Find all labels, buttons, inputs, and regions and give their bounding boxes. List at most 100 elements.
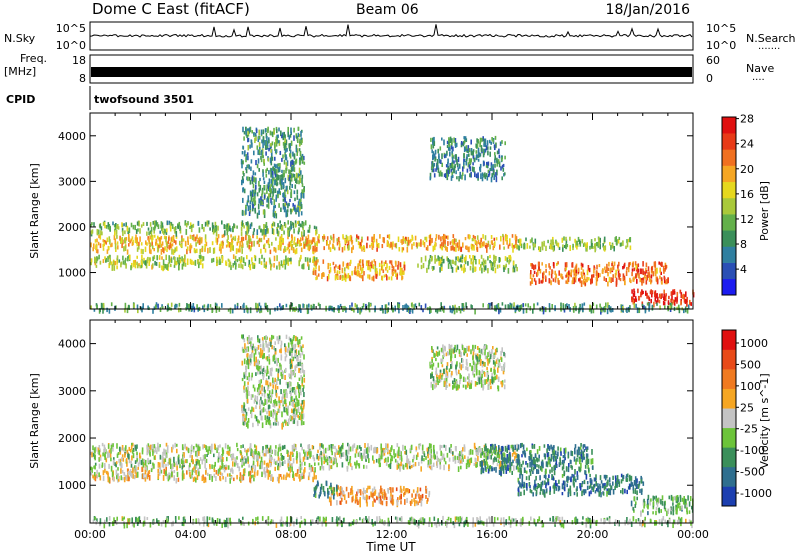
power-cell [230, 265, 232, 271]
power-cell [204, 238, 207, 243]
power-cell [277, 167, 280, 173]
power-cell [265, 261, 268, 266]
power-cell [255, 302, 257, 309]
power-cell [644, 307, 647, 314]
power-cell [450, 245, 452, 251]
power-cell [395, 273, 397, 278]
power-cell [260, 155, 262, 160]
power-cell [378, 262, 381, 268]
power-colorbar-swatch [722, 117, 736, 134]
power-cell [185, 228, 188, 235]
power-cell [170, 237, 173, 242]
velocity-cell [266, 466, 268, 470]
power-cell [276, 255, 278, 262]
velocity-cell [501, 445, 504, 452]
power-cell [283, 230, 285, 235]
velocity-cell [391, 455, 393, 462]
power-cell [223, 224, 226, 230]
power-cell [470, 158, 472, 163]
power-cell [307, 245, 309, 251]
power-colorbar-swatch [722, 181, 736, 199]
velocity-cell [130, 445, 133, 450]
power-cell [651, 293, 653, 298]
power-cell [313, 267, 315, 271]
power-cell [332, 261, 335, 266]
power-cell [659, 293, 661, 299]
velocity-cell [232, 469, 234, 474]
power-cell [561, 273, 563, 280]
velocity-cell [242, 475, 245, 481]
power-cell [232, 262, 235, 266]
power-cell [438, 234, 440, 240]
velocity-cell [349, 463, 352, 467]
velocity-cell [463, 444, 466, 449]
velocity-cell [313, 493, 315, 497]
power-cell [152, 263, 154, 267]
velocity-cell [207, 449, 209, 455]
power-cell [477, 239, 480, 245]
power-cell [148, 306, 150, 311]
power-cell [643, 274, 646, 279]
power-cell [637, 268, 640, 273]
velocity-cell [165, 454, 167, 459]
velocity-cell [522, 444, 525, 450]
power-cell [579, 303, 581, 308]
power-cell [657, 296, 659, 303]
power-cell [139, 228, 141, 234]
power-cell [482, 153, 485, 158]
velocity-cell [312, 455, 315, 460]
power-cell [503, 246, 505, 250]
power-cell [450, 175, 453, 181]
velocity-cell [366, 448, 369, 454]
velocity-cell [360, 447, 362, 451]
power-cell [104, 225, 106, 229]
power-cell [271, 188, 273, 194]
power-cell [280, 224, 282, 229]
power-cell [285, 259, 287, 265]
power-cell [153, 255, 156, 260]
power-cell [459, 308, 462, 314]
power-cell [182, 258, 184, 263]
power-cell [439, 170, 442, 177]
power-cell [377, 243, 380, 249]
power-cell [689, 299, 691, 306]
velocity-cell [309, 454, 311, 458]
velocity-cell [291, 444, 294, 450]
power-cell [575, 273, 577, 280]
power-cell [299, 241, 301, 246]
velocity-cell [146, 473, 149, 480]
velocity-cell [93, 465, 95, 469]
power-cell [306, 304, 308, 310]
power-cell [544, 275, 547, 280]
power-cell [93, 243, 95, 250]
velocity-cell [397, 449, 400, 455]
power-cell [574, 238, 576, 243]
velocity-cell [98, 445, 101, 449]
power-cell [602, 243, 604, 248]
power-cell [267, 182, 270, 187]
power-cell [187, 221, 189, 226]
power-cell [193, 248, 196, 253]
power-cell [354, 303, 357, 308]
power-cell [267, 229, 269, 234]
power-cell [246, 164, 248, 169]
power-cell [158, 244, 160, 249]
power-cell [399, 265, 402, 272]
power-cell [487, 146, 489, 150]
velocity-cell [486, 455, 489, 460]
power-cell [576, 245, 578, 250]
power-cell [479, 244, 481, 249]
power-cell [360, 270, 363, 274]
power-cell [631, 296, 633, 301]
power-cell [261, 193, 263, 198]
velocity-cell [203, 457, 206, 461]
power-cell [111, 265, 114, 271]
velocity-cell [238, 466, 241, 472]
power-cell [584, 281, 587, 286]
power-cell [467, 145, 470, 151]
velocity-cell [180, 458, 183, 465]
velocity-cell [574, 469, 576, 475]
velocity-cell [233, 477, 235, 482]
power-cell [116, 225, 118, 229]
velocity-cell [430, 443, 432, 448]
